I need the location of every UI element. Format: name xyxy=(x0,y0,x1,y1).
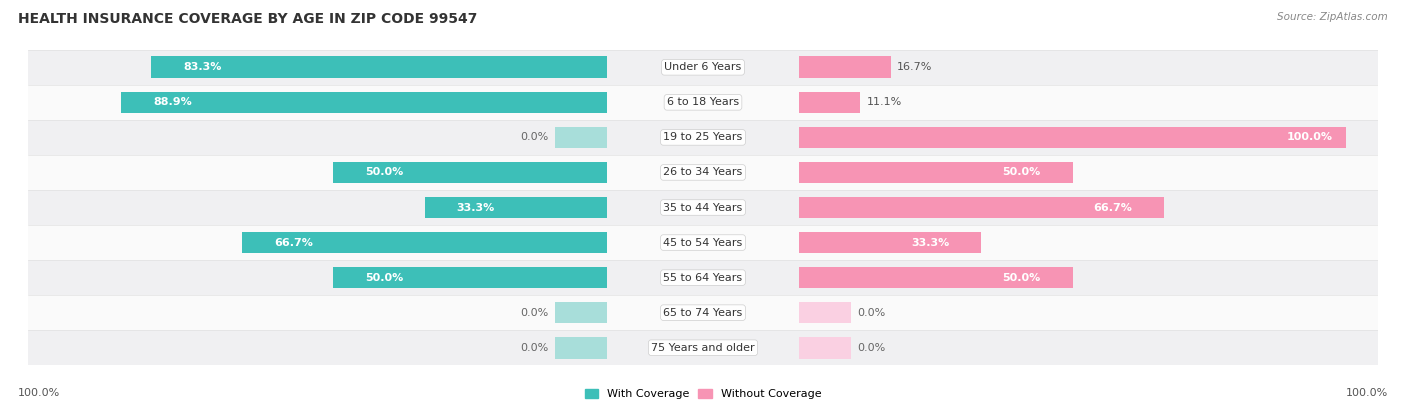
Text: 33.3%: 33.3% xyxy=(457,203,495,212)
Bar xyxy=(800,197,1164,218)
Bar xyxy=(28,155,1378,190)
Bar xyxy=(800,127,1346,148)
Text: 83.3%: 83.3% xyxy=(184,62,222,72)
Text: 65 to 74 Years: 65 to 74 Years xyxy=(664,308,742,317)
Text: 45 to 54 Years: 45 to 54 Years xyxy=(664,237,742,247)
Text: 0.0%: 0.0% xyxy=(858,308,886,317)
Text: 55 to 64 Years: 55 to 64 Years xyxy=(664,273,742,283)
Text: 0.0%: 0.0% xyxy=(858,343,886,353)
Bar xyxy=(28,190,1378,225)
Bar xyxy=(28,225,1378,260)
Text: 50.0%: 50.0% xyxy=(1002,273,1040,283)
Bar xyxy=(555,302,606,324)
Bar xyxy=(28,330,1378,365)
Text: 16.7%: 16.7% xyxy=(897,62,932,72)
Text: Source: ZipAtlas.com: Source: ZipAtlas.com xyxy=(1277,12,1388,22)
Bar xyxy=(333,161,606,183)
Bar xyxy=(800,91,860,113)
Legend: With Coverage, Without Coverage: With Coverage, Without Coverage xyxy=(581,384,825,404)
Text: 100.0%: 100.0% xyxy=(1286,132,1333,142)
Bar xyxy=(28,260,1378,295)
Bar xyxy=(800,302,851,324)
Bar xyxy=(425,197,606,218)
Text: 50.0%: 50.0% xyxy=(366,168,404,178)
Text: 50.0%: 50.0% xyxy=(1002,168,1040,178)
Text: 50.0%: 50.0% xyxy=(366,273,404,283)
Text: 33.3%: 33.3% xyxy=(911,237,949,247)
Bar xyxy=(333,267,606,288)
Bar xyxy=(800,56,890,78)
Bar xyxy=(28,295,1378,330)
Text: 6 to 18 Years: 6 to 18 Years xyxy=(666,98,740,107)
Bar xyxy=(555,127,606,148)
Text: Under 6 Years: Under 6 Years xyxy=(665,62,741,72)
Bar xyxy=(28,120,1378,155)
Text: 0.0%: 0.0% xyxy=(520,132,548,142)
Text: HEALTH INSURANCE COVERAGE BY AGE IN ZIP CODE 99547: HEALTH INSURANCE COVERAGE BY AGE IN ZIP … xyxy=(18,12,478,27)
Bar xyxy=(152,56,606,78)
Text: 35 to 44 Years: 35 to 44 Years xyxy=(664,203,742,212)
Text: 66.7%: 66.7% xyxy=(274,237,314,247)
Bar xyxy=(242,232,606,254)
Bar xyxy=(800,337,851,359)
Bar xyxy=(28,50,1378,85)
Bar xyxy=(121,91,606,113)
Text: 75 Years and older: 75 Years and older xyxy=(651,343,755,353)
Text: 100.0%: 100.0% xyxy=(18,388,60,398)
Text: 0.0%: 0.0% xyxy=(520,308,548,317)
Text: 0.0%: 0.0% xyxy=(520,343,548,353)
Text: 100.0%: 100.0% xyxy=(1346,388,1388,398)
Bar xyxy=(800,232,981,254)
Text: 26 to 34 Years: 26 to 34 Years xyxy=(664,168,742,178)
Text: 66.7%: 66.7% xyxy=(1092,203,1132,212)
Bar xyxy=(800,161,1073,183)
Text: 88.9%: 88.9% xyxy=(153,98,191,107)
Text: 19 to 25 Years: 19 to 25 Years xyxy=(664,132,742,142)
Bar xyxy=(555,337,606,359)
Text: 11.1%: 11.1% xyxy=(866,98,901,107)
Bar xyxy=(800,267,1073,288)
Bar xyxy=(28,85,1378,120)
